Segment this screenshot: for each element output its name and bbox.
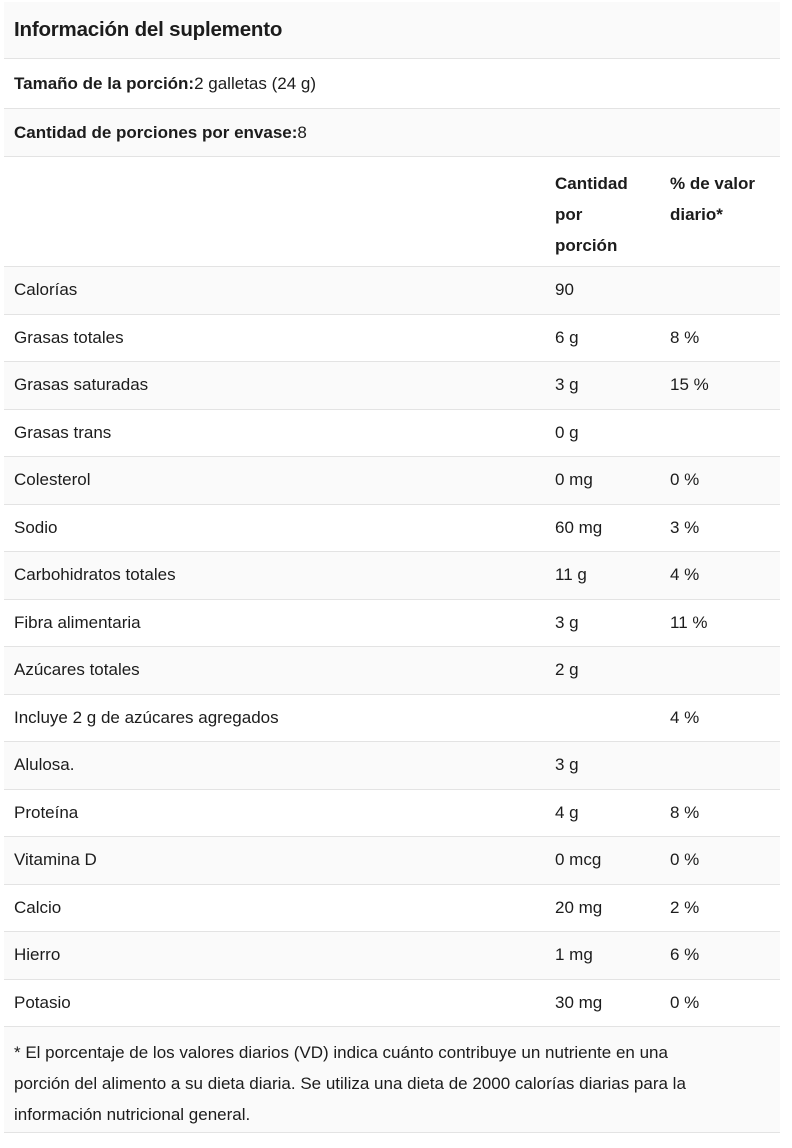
- row-label: Colesterol: [14, 470, 91, 490]
- row-dv: 15 %: [670, 375, 709, 395]
- supplement-facts-panel: Información del suplemento Tamaño de la …: [4, 2, 780, 1133]
- row-label: Grasas saturadas: [14, 375, 149, 395]
- servings-per-container-label: Cantidad de porciones por envase:: [14, 122, 298, 142]
- serving-size-label: Tamaño de la porción:: [14, 73, 195, 93]
- row-amount: 1 mg: [555, 945, 593, 965]
- footnote-band: * El porcentaje de los valores diarios (…: [4, 1027, 780, 1133]
- row-amount: 0 g: [555, 422, 579, 442]
- row-label: Azúcares totales: [14, 660, 140, 680]
- row-dv: 8 %: [670, 802, 700, 822]
- table-row: Carbohidratos totales 11 g 4 %: [4, 552, 780, 600]
- row-amount: 11 g: [555, 565, 587, 585]
- row-amount: 6 g: [555, 327, 579, 347]
- nutrient-rows: Calorías 90 Grasas totales 6 g 8 % Grasas sat…: [4, 267, 780, 1027]
- servings-per-container-value: 8: [297, 122, 307, 142]
- row-label: Fibra alimentaria: [14, 612, 141, 632]
- table-row: Proteína 4 g 8 %: [4, 789, 780, 837]
- row-label: Alulosa.: [14, 755, 75, 775]
- table-row: Alulosa. 3 g: [4, 742, 780, 790]
- row-amount: 90: [555, 280, 574, 300]
- table-row: Colesterol 0 mg 0 %: [4, 457, 780, 505]
- row-label: Calorías: [14, 280, 78, 300]
- row-dv: 4 %: [670, 565, 700, 585]
- servings-per-container-row: Cantidad de porciones por envase: 8: [4, 109, 780, 157]
- serving-size-value: 2 galletas (24 g): [194, 73, 316, 93]
- table-row: Hierro 1 mg 6 %: [4, 932, 780, 980]
- row-label: Potasio: [14, 992, 71, 1012]
- table-row: Sodio 60 mg 3 %: [4, 504, 780, 552]
- row-dv: 2 %: [670, 897, 700, 917]
- row-label: Sodio: [14, 517, 58, 537]
- row-dv: 6 %: [670, 945, 700, 965]
- row-label: Grasas totales: [14, 327, 124, 347]
- column-header-amount: Cantidad por porción: [555, 174, 628, 255]
- row-label: Hierro: [14, 945, 61, 965]
- row-amount: 0 mcg: [555, 850, 602, 870]
- row-dv: 4 %: [670, 707, 700, 727]
- table-row: Grasas totales 6 g 8 %: [4, 314, 780, 362]
- row-amount: 60 mg: [555, 517, 603, 537]
- row-amount: 2 g: [555, 660, 579, 680]
- panel-title-band: Información del suplemento: [4, 2, 780, 59]
- table-row: Vitamina D 0 mcg 0 %: [4, 837, 780, 885]
- row-label: Carbohidratos totales: [14, 565, 176, 585]
- row-dv: 0 %: [670, 850, 700, 870]
- table-row: Calorías 90: [4, 267, 780, 315]
- row-label: Incluye 2 g de azúcares agregados: [14, 707, 279, 727]
- row-dv: 11 %: [670, 612, 708, 632]
- table-row: Fibra alimentaria 3 g 11 %: [4, 599, 780, 647]
- row-amount: 30 mg: [555, 992, 603, 1012]
- table-row: Azúcares totales 2 g: [4, 647, 780, 695]
- serving-size-row: Tamaño de la porción: 2 galletas (24 g): [4, 59, 780, 109]
- row-amount: 3 g: [555, 612, 579, 632]
- table-row: Incluye 2 g de azúcares agregados 4 %: [4, 694, 780, 742]
- row-label: Vitamina D: [14, 850, 97, 870]
- row-amount: 20 mg: [555, 897, 603, 917]
- footnote-text: * El porcentaje de los valores diarios (…: [14, 1043, 686, 1124]
- row-dv: 0 %: [670, 992, 700, 1012]
- row-label: Proteína: [14, 802, 79, 822]
- row-dv: 8 %: [670, 327, 700, 347]
- column-header-row: Cantidad por porción % de valor diario*: [4, 157, 780, 267]
- column-header-daily-value: % de valor diario*: [670, 174, 756, 224]
- row-label: Calcio: [14, 897, 62, 917]
- row-label: Grasas trans: [14, 422, 112, 442]
- panel-title: Información del suplemento: [14, 18, 283, 41]
- table-row: Grasas trans 0 g: [4, 409, 780, 457]
- row-amount: 3 g: [555, 375, 579, 395]
- row-amount: 3 g: [555, 755, 579, 775]
- table-row: Grasas saturadas 3 g 15 %: [4, 362, 780, 410]
- table-row: Potasio 30 mg 0 %: [4, 979, 780, 1027]
- row-amount: 0 mg: [555, 470, 593, 490]
- table-row: Calcio 20 mg 2 %: [4, 884, 780, 932]
- row-dv: 3 %: [670, 517, 700, 537]
- row-dv: 0 %: [670, 470, 700, 490]
- row-amount: 4 g: [555, 802, 579, 822]
